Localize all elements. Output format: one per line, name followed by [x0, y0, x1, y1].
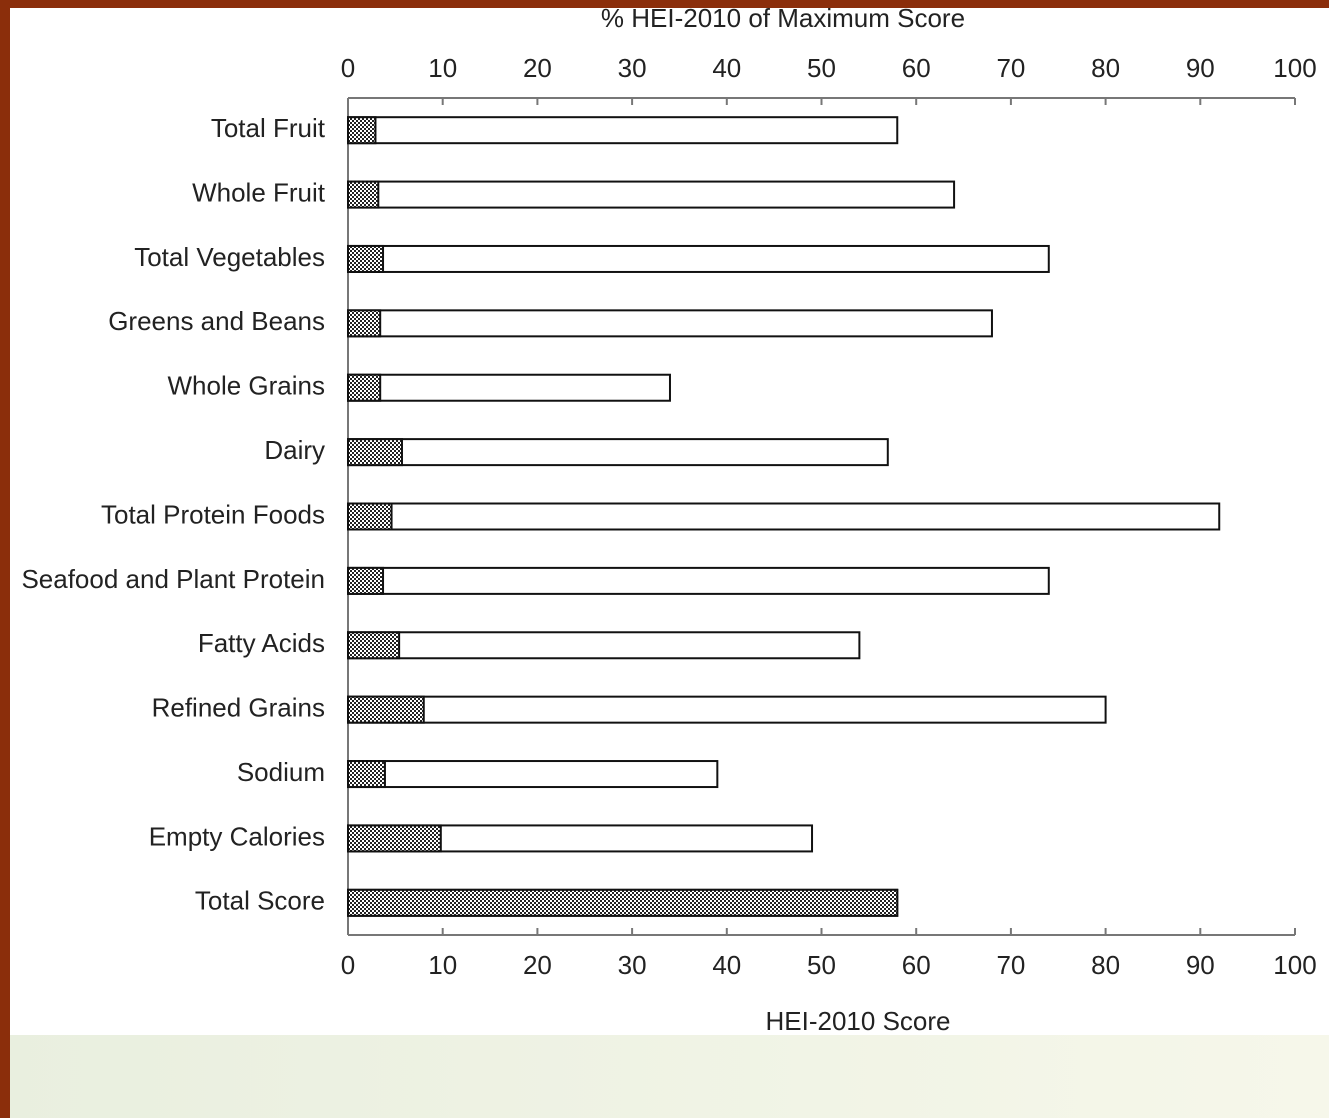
- y-tick-label: Seafood and Plant Protein: [21, 564, 325, 594]
- bar: [347, 760, 386, 789]
- bottom-tick-label: 80: [1091, 950, 1120, 980]
- top-tick-label: 50: [807, 53, 836, 83]
- bar: [347, 244, 1050, 273]
- bar: [347, 180, 956, 209]
- bar: [347, 438, 889, 467]
- y-tick-label: Whole Grains: [168, 371, 326, 401]
- y-tick-label: Whole Fruit: [192, 177, 326, 207]
- left-border: [0, 0, 10, 1118]
- bar: [347, 888, 899, 917]
- bottom-tick-label: 60: [902, 950, 931, 980]
- bar: [347, 502, 1221, 531]
- y-tick-label: Sodium: [237, 757, 325, 787]
- bar: [347, 631, 401, 660]
- bar: [347, 566, 385, 595]
- y-tick-label: Refined Grains: [152, 693, 325, 723]
- bar: [347, 502, 393, 531]
- y-tick-label: Total Score: [195, 886, 325, 916]
- bar: [347, 309, 382, 338]
- bottom-tick-label: 50: [807, 950, 836, 980]
- y-tick-label: Fatty Acids: [198, 628, 325, 658]
- y-tick-label: Total Vegetables: [134, 242, 325, 272]
- top-axis-title: % HEI-2010 of Maximum Score: [601, 3, 965, 33]
- bottom-axis-title: HEI-2010 Score: [766, 1006, 951, 1036]
- bar: [347, 631, 861, 660]
- top-tick-label: 80: [1091, 53, 1120, 83]
- bottom-tick-label: 0: [341, 950, 355, 980]
- bar: [347, 566, 1050, 595]
- bottom-tick-label: 40: [712, 950, 741, 980]
- top-tick-label: 10: [428, 53, 457, 83]
- bottom-tick-label: 90: [1186, 950, 1215, 980]
- bar: [347, 760, 719, 789]
- y-tick-label: Greens and Beans: [108, 306, 325, 336]
- top-tick-label: 90: [1186, 53, 1215, 83]
- bar: [347, 438, 403, 467]
- y-tick-label: Empty Calories: [149, 821, 325, 851]
- footer-band: [0, 1035, 1329, 1118]
- bottom-tick-label: 10: [428, 950, 457, 980]
- y-tick-label: Dairy: [264, 435, 325, 465]
- bar: [347, 373, 671, 402]
- bar: [347, 180, 380, 209]
- bar: [347, 695, 425, 724]
- bar: [347, 824, 442, 853]
- top-border: [0, 0, 1329, 8]
- bar: [347, 695, 1107, 724]
- top-tick-label: 20: [523, 53, 552, 83]
- top-tick-label: 40: [712, 53, 741, 83]
- bottom-tick-label: 70: [996, 950, 1025, 980]
- top-tick-label: 30: [618, 53, 647, 83]
- bottom-tick-label: 20: [523, 950, 552, 980]
- top-tick-label: 60: [902, 53, 931, 83]
- bottom-tick-label: 30: [618, 950, 647, 980]
- bar: [347, 244, 385, 273]
- bar: [347, 116, 899, 145]
- bar: [347, 373, 382, 402]
- bar: [347, 116, 377, 145]
- y-tick-label: Total Protein Foods: [101, 499, 325, 529]
- bar: [347, 309, 993, 338]
- top-tick-label: 70: [996, 53, 1025, 83]
- bottom-tick-label: 100: [1273, 950, 1316, 980]
- y-tick-label: Total Fruit: [211, 113, 326, 143]
- top-tick-label: 0: [341, 53, 355, 83]
- top-tick-label: 100: [1273, 53, 1316, 83]
